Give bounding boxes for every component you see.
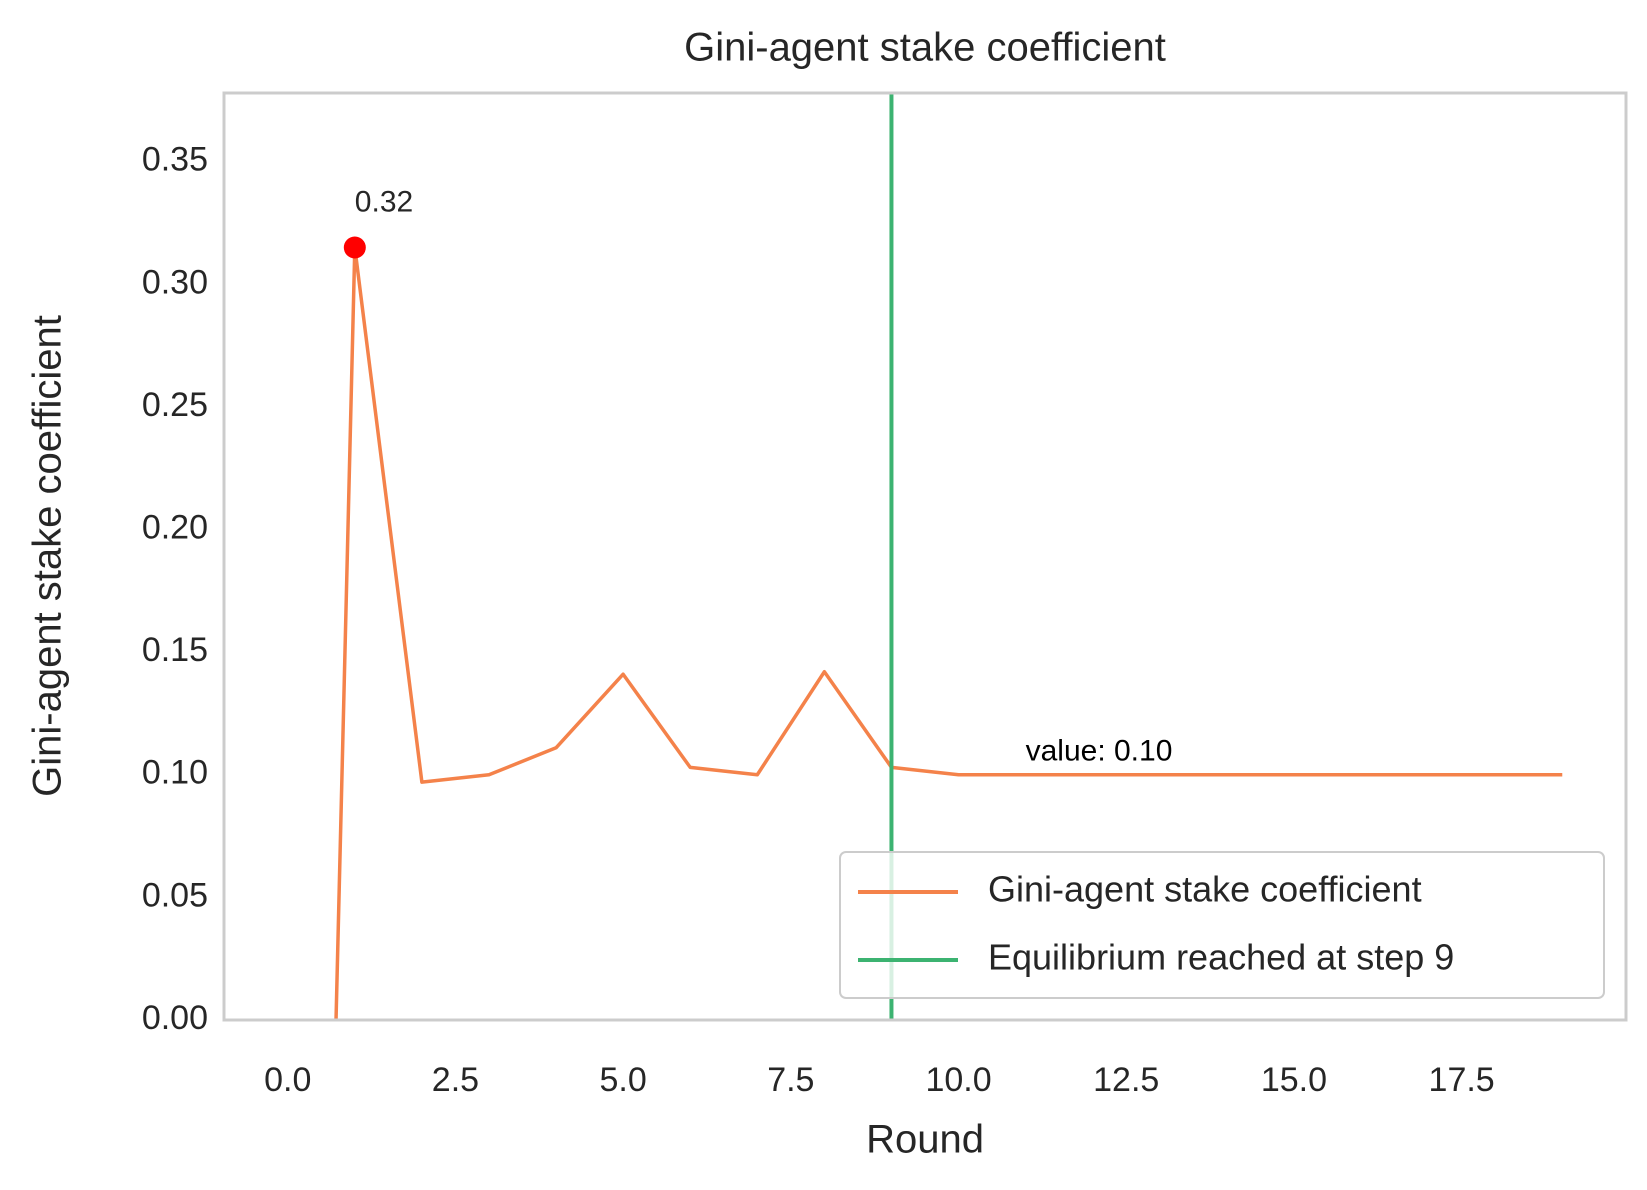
value-annotation: value: 0.10: [1026, 735, 1173, 768]
x-tick-label: 15.0: [1261, 1061, 1327, 1099]
x-tick-label: 5.0: [600, 1061, 647, 1099]
legend-box: [839, 851, 1605, 999]
y-tick-label: 0.00: [142, 999, 208, 1037]
plot-frame: [222, 91, 1628, 1022]
chart-title: Gini-agent stake coefficient: [684, 26, 1166, 70]
y-tick-label: 0.05: [142, 876, 208, 914]
y-tick-label: 0.30: [142, 263, 208, 301]
x-tick-label: 12.5: [1093, 1061, 1159, 1099]
y-tick-label: 0.20: [142, 509, 208, 547]
x-axis-label: Round: [866, 1118, 984, 1162]
x-tick-label: 0.0: [264, 1061, 311, 1099]
x-tick-label: 10.0: [925, 1061, 991, 1099]
legend-label: Gini-agent stake coefficient: [988, 869, 1422, 910]
x-tick-label: 2.5: [432, 1061, 479, 1099]
x-tick-label: 7.5: [767, 1061, 814, 1099]
y-tick-label: 0.10: [142, 754, 208, 792]
x-tick-label: 17.5: [1429, 1061, 1495, 1099]
y-tick-label: 0.25: [142, 386, 208, 424]
legend-label: Equilibrium reached at step 9: [988, 937, 1454, 978]
series-line: [334, 245, 1563, 1020]
y-tick-label: 0.35: [142, 141, 208, 179]
peak-marker: [343, 236, 366, 259]
y-tick-label: 0.15: [142, 631, 208, 669]
peak-label: 0.32: [355, 185, 413, 218]
y-axis-label: Gini-agent stake coefficient: [26, 315, 70, 797]
